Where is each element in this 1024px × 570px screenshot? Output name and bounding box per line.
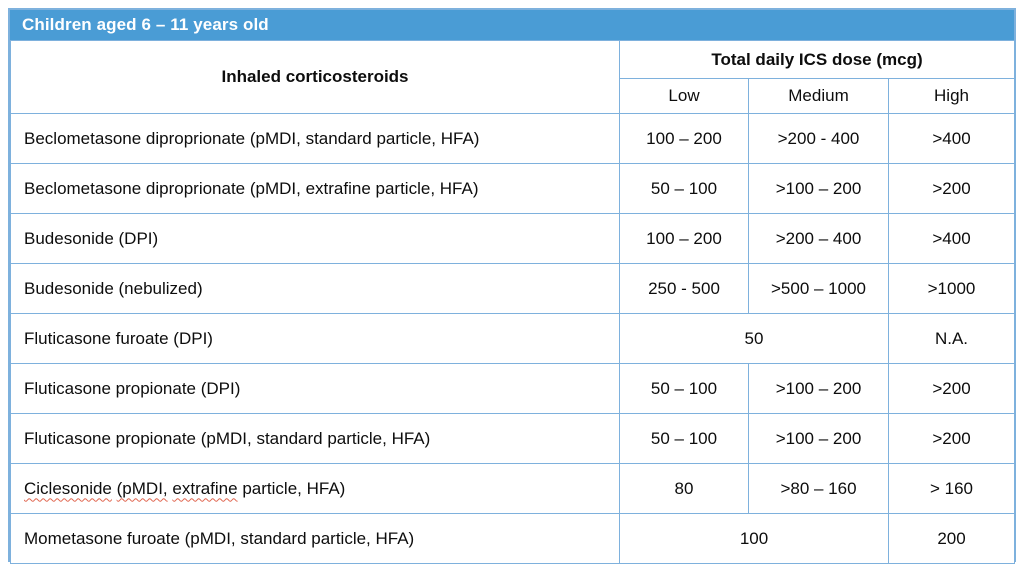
ics-dose-table: Inhaled corticosteroids Total daily ICS … bbox=[10, 40, 1016, 564]
column-header-low: Low bbox=[619, 78, 749, 114]
medium-dose-cell: >80 – 160 bbox=[748, 463, 889, 514]
medium-dose-cell: >100 – 200 bbox=[748, 413, 889, 464]
drug-name-cell: Beclometasone diproprionate (pMDI, extra… bbox=[10, 163, 620, 214]
drug-name-cell: Fluticasone furoate (DPI) bbox=[10, 313, 620, 364]
medium-dose-cell: >500 – 1000 bbox=[748, 263, 889, 314]
table-row: Fluticasone furoate (DPI) 50 N.A. bbox=[10, 313, 1016, 364]
high-dose-cell: >400 bbox=[887, 213, 1016, 264]
high-dose-cell: >1000 bbox=[887, 263, 1016, 314]
table-row: Fluticasone propionate (DPI) 50 – 100 >1… bbox=[10, 363, 1016, 414]
low-dose-cell: 80 bbox=[619, 463, 749, 514]
drug-name-segment: particle, HFA) bbox=[242, 478, 346, 498]
table-row: Ciclesonide (pMDI, extrafine particle, HFA)… bbox=[10, 463, 1016, 514]
high-dose-cell: >400 bbox=[887, 113, 1016, 164]
low-medium-merged-dose-cell: 50 bbox=[619, 313, 889, 364]
table-row: Budesonide (DPI) 100 – 200 >200 – 400 >4… bbox=[10, 213, 1016, 264]
medium-dose-cell: >100 – 200 bbox=[748, 163, 889, 214]
column-header-high: High bbox=[887, 78, 1016, 114]
low-dose-cell: 250 - 500 bbox=[619, 263, 749, 314]
drug-name-cell: Beclometasone diproprionate (pMDI, stand… bbox=[10, 113, 620, 164]
table-title: Children aged 6 – 11 years old bbox=[22, 15, 269, 34]
drug-name-cell: Budesonide (DPI) bbox=[10, 213, 620, 264]
high-dose-cell: N.A. bbox=[887, 313, 1016, 364]
high-dose-cell: >200 bbox=[887, 413, 1016, 464]
ics-dose-table-card: Children aged 6 – 11 years old Inhaled c… bbox=[8, 8, 1016, 564]
table-row: Fluticasone propionate (pMDI, standard p… bbox=[10, 413, 1016, 464]
table-title-bar: Children aged 6 – 11 years old bbox=[10, 10, 1014, 40]
header-row-group: Inhaled corticosteroids Total daily ICS … bbox=[10, 40, 1016, 114]
medium-dose-cell: >200 – 400 bbox=[748, 213, 889, 264]
table-row: Beclometasone diproprionate (pMDI, extra… bbox=[10, 163, 1016, 214]
low-dose-cell: 50 – 100 bbox=[619, 413, 749, 464]
table-row: Beclometasone diproprionate (pMDI, stand… bbox=[10, 113, 1016, 164]
drug-name-segment-misspelled: Ciclesonide bbox=[24, 478, 112, 498]
column-header-medium: Medium bbox=[748, 78, 889, 114]
low-dose-cell: 100 – 200 bbox=[619, 213, 749, 264]
high-dose-cell: >200 bbox=[887, 363, 1016, 414]
medium-dose-cell: >100 – 200 bbox=[748, 363, 889, 414]
low-dose-cell: 100 – 200 bbox=[619, 113, 749, 164]
table-row: Mometasone furoate (pMDI, standard parti… bbox=[10, 513, 1016, 564]
low-dose-cell: 50 – 100 bbox=[619, 363, 749, 414]
column-header-total-daily-dose: Total daily ICS dose (mcg) bbox=[618, 40, 1016, 79]
drug-name-cell: Fluticasone propionate (pMDI, standard p… bbox=[10, 413, 620, 464]
drug-name-cell: Ciclesonide (pMDI, extrafine particle, HFA) bbox=[10, 463, 620, 514]
drug-name-cell: Budesonide (nebulized) bbox=[10, 263, 620, 314]
table-row: Budesonide (nebulized) 250 - 500 >500 – … bbox=[10, 263, 1016, 314]
drug-name-cell: Mometasone furoate (pMDI, standard parti… bbox=[10, 513, 620, 564]
header-row-levels: Low Medium High bbox=[11, 78, 1016, 114]
high-dose-cell: 200 bbox=[887, 513, 1016, 564]
medium-dose-cell: >200 - 400 bbox=[748, 113, 889, 164]
drug-name-cell: Fluticasone propionate (DPI) bbox=[10, 363, 620, 414]
high-dose-cell: >200 bbox=[887, 163, 1016, 214]
low-medium-merged-dose-cell: 100 bbox=[619, 513, 889, 564]
drug-name-segment-misspelled: extrafine bbox=[172, 478, 238, 498]
low-dose-cell: 50 – 100 bbox=[619, 163, 749, 214]
high-dose-cell: > 160 bbox=[887, 463, 1016, 514]
column-header-inhaled-corticosteroids: Inhaled corticosteroids bbox=[10, 40, 620, 114]
drug-name-segment-misspelled: (pMDI, bbox=[116, 478, 168, 498]
